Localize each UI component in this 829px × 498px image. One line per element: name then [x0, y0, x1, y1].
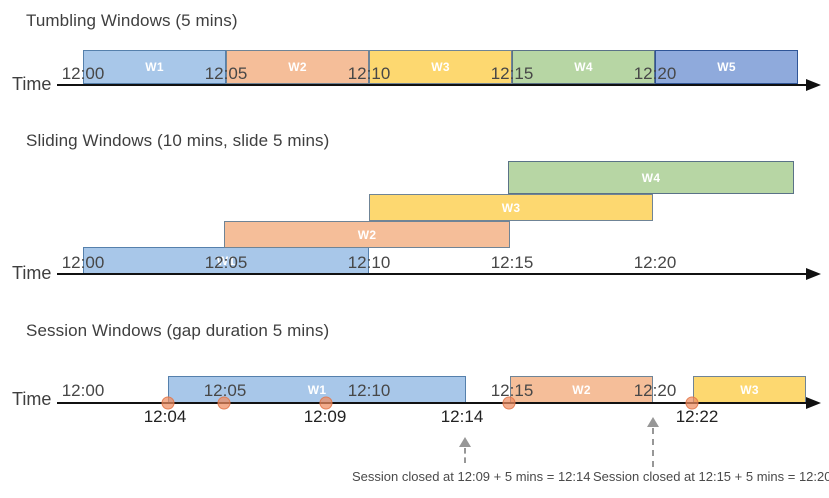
tick-label: 12:20 — [633, 64, 677, 83]
event-dot — [685, 396, 699, 410]
window-label: W2 — [357, 227, 377, 242]
tick-label: 12:20 — [633, 253, 677, 272]
window-label: W1 — [216, 253, 236, 268]
window-label: W4 — [574, 60, 593, 74]
dashed-up-arrow-head — [647, 417, 659, 427]
timeline-arrowhead-sliding — [806, 268, 821, 280]
tick-label: 12:10 — [347, 253, 391, 272]
event-dot — [217, 396, 231, 410]
event-time-label: 12:04 — [143, 407, 187, 426]
window-w2-bar-tumbling: W2 — [226, 50, 369, 84]
tick-label: 12:00 — [61, 381, 105, 400]
tick-label: 12:00 — [61, 64, 105, 83]
timeline-arrowhead-session — [806, 397, 821, 409]
section-title-session: Session Windows (gap duration 5 mins) — [26, 321, 330, 340]
dashed-up-arrow-shaft — [652, 428, 654, 467]
tick-label: 12:15 — [490, 381, 534, 400]
tick-label: 12:15 — [490, 64, 534, 83]
dashed-up-arrow-shaft — [464, 448, 466, 463]
timeline-arrowhead-tumbling — [806, 79, 821, 91]
tick-label: 12:20 — [633, 381, 677, 400]
window-w3-bar-tumbling: W3 — [369, 50, 512, 84]
time-axis-label-sliding: Time — [12, 263, 52, 283]
tick-label: 12:05 — [204, 253, 248, 272]
window-label: W1 — [145, 60, 164, 74]
event-dot — [161, 396, 175, 410]
window-w2-bar-sliding: W2 — [224, 221, 510, 248]
window-w4-bar-tumbling: W4 — [512, 50, 655, 84]
window-label: W3 — [431, 60, 450, 74]
section-title-tumbling: Tumbling Windows (5 mins) — [26, 11, 238, 30]
tick-label: 12:00 — [61, 253, 105, 272]
time-axis-label-tumbling: Time — [12, 74, 52, 94]
tick-label: 12:05 — [203, 381, 247, 400]
session-annotation: Session closed at 12:15 + 5 mins = 12:20 — [593, 469, 829, 484]
window-w4-bar-sliding: W4 — [508, 161, 794, 194]
event-time-label: 12:09 — [303, 407, 347, 426]
window-w5-bar-tumbling: W5 — [655, 50, 798, 84]
tick-label: 12:15 — [490, 253, 534, 272]
window-label: W4 — [641, 170, 661, 185]
timeline-tumbling — [57, 84, 806, 86]
tick-label: 12:10 — [347, 381, 391, 400]
window-label: W2 — [288, 60, 307, 74]
section-title-sliding: Sliding Windows (10 mins, slide 5 mins) — [26, 131, 330, 150]
event-dot — [502, 396, 516, 410]
window-label: W3 — [740, 382, 759, 397]
session-annotation: Session closed at 12:09 + 5 mins = 12:14 — [352, 469, 591, 484]
window-w3-bar-session: W3 — [693, 376, 806, 403]
window-w3-bar-sliding: W3 — [369, 194, 653, 221]
window-label: W1 — [307, 382, 327, 397]
window-w1-bar-sliding: W1 — [83, 247, 369, 274]
event-time-label: 12:22 — [675, 407, 719, 426]
tick-label: 12:10 — [347, 64, 391, 83]
timeline-session — [57, 402, 806, 404]
window-label: W2 — [572, 382, 591, 397]
timeline-sliding — [57, 273, 806, 275]
window-label: W3 — [501, 200, 521, 215]
event-dot — [319, 396, 333, 410]
dashed-up-arrow-head — [459, 437, 471, 447]
tick-label: 12:05 — [204, 64, 248, 83]
time-axis-label-session: Time — [12, 389, 52, 409]
window-label: W5 — [717, 60, 736, 74]
window-w1-bar-tumbling: W1 — [83, 50, 226, 84]
event-time-label: 12:14 — [440, 407, 484, 426]
window-w2-bar-session: W2 — [510, 376, 653, 403]
